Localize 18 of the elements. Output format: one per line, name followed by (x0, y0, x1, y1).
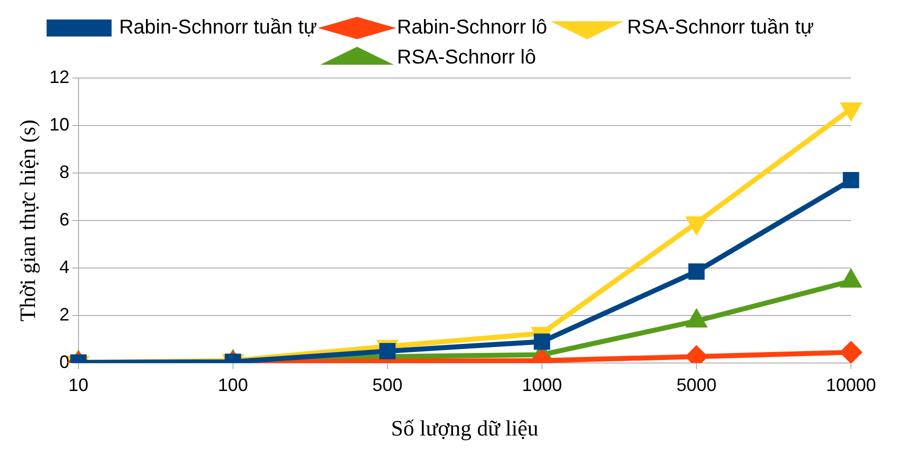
legend-label: RSA-Schnorr tuần tự (627, 16, 814, 39)
legend-label: Rabin-Schnorr tuần tự (119, 16, 318, 39)
y-tick-label: 8 (59, 162, 70, 182)
x-tick-label: 10000 (826, 374, 876, 395)
x-tick-label: 5000 (676, 374, 717, 395)
x-tick-label: 100 (218, 374, 248, 395)
legend-label: Rabin-Schnorr lô (397, 16, 548, 39)
y-tick-label: 12 (49, 66, 70, 87)
y-tick-label: 10 (49, 114, 70, 134)
x-axis-title: Số lượng dữ liệu (391, 416, 538, 441)
x-tick-label: 500 (372, 374, 402, 395)
y-tick-label: 0 (59, 352, 70, 372)
x-tick-label: 1000 (522, 374, 562, 395)
y-axis-title: Thời gian thực hiện (s) (14, 120, 40, 322)
y-tick-label: 6 (59, 209, 70, 230)
y-tick-label: 4 (59, 256, 70, 277)
legend-label: RSA-Schnorr lô (397, 46, 536, 69)
y-tick-label: 2 (59, 304, 70, 324)
